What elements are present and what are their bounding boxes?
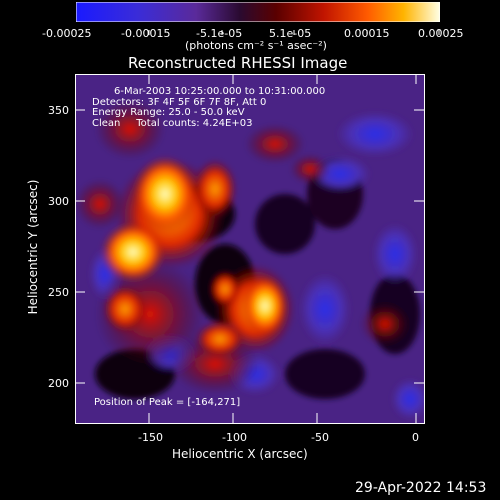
y-tick-label: 200 [48,377,69,390]
overlay-detectors: Detectors: 3F 4F 5F 6F 7F 8F, Att 0 [92,96,267,108]
colorbar-tick-label: 0.00025 [418,27,464,40]
y-tick-label: 250 [48,286,69,299]
y-tick-label: 350 [48,104,69,117]
colorbar [75,1,441,23]
colorbar-units: (photons cm⁻² s⁻¹ asec⁻²) [185,39,327,52]
y-axis-title: Heliocentric Y (arcsec) [26,179,40,315]
rhessi-image [75,74,428,424]
overlay-clean-counts: Clean Total counts: 4.24E+03 [92,117,253,129]
plot-frame [75,74,425,424]
x-axis-title: Heliocentric X (arcsec) [172,447,308,461]
overlay-energy-range: Energy Range: 25.0 - 50.0 keV [92,107,245,118]
timestamp: 29-Apr-2022 14:53 [355,480,487,496]
overlay-peak-position: Position of Peak = [-164,271] [94,397,241,408]
colorbar-tick-label: 0.00015 [344,27,390,40]
plot-title: Reconstructed RHESSI Image [128,54,348,72]
x-tick-label: -50 [311,431,329,444]
y-tick-label: 300 [48,195,69,208]
colorbar-tick-label: 5.1e-05 [269,27,312,40]
x-tick-label: -100 [222,431,247,444]
colorbar-tick-label: -0.00015 [121,27,171,40]
x-tick-label: -150 [138,431,163,444]
overlay-time-range: 6-Mar-2003 10:25:00.000 to 10:31:00.000 [114,86,326,97]
colorbar-tick-label: -0.00025 [42,27,92,40]
colorbar-tick-label: -5.1e-05 [196,27,243,40]
colorbar-gradient [75,1,441,23]
overlay-info: 6-Mar-2003 10:25:00.000 to 10:31:00.000 … [92,86,326,129]
colorbar-ticks [75,21,440,35]
x-tick-label: 0 [412,431,419,444]
